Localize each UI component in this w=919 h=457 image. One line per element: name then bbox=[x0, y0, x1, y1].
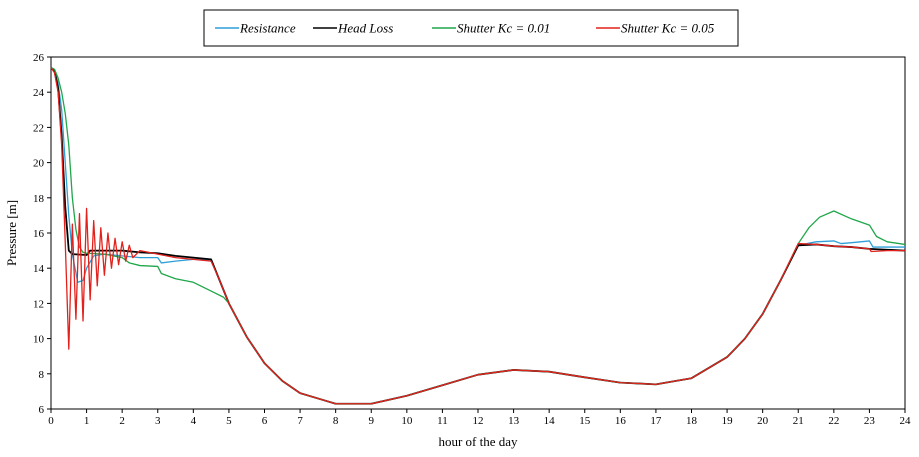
y-tick-label: 22 bbox=[33, 122, 44, 134]
x-tick-label: 16 bbox=[615, 415, 627, 427]
series-lines bbox=[50, 66, 906, 405]
y-tick-label: 16 bbox=[33, 228, 45, 240]
axis-ticks: 0 1 2 3 4 5 6 7 8 9 10 11 12 13 14 15 16 17 18 19 20 21 22 23 24… bbox=[33, 52, 911, 427]
y-tick-label: 8 bbox=[39, 369, 45, 381]
x-tick-label: 8 bbox=[333, 415, 339, 427]
x-tick-label: 20 bbox=[757, 415, 769, 427]
legend-box bbox=[203, 9, 739, 47]
legend-label-head-loss: Head Loss bbox=[337, 21, 393, 36]
x-tick-label: 19 bbox=[722, 415, 734, 427]
x-tick-label: 17 bbox=[650, 415, 662, 427]
x-tick-label: 1 bbox=[84, 415, 90, 427]
series-line-resistance bbox=[50, 67, 905, 405]
y-tick-label: 20 bbox=[33, 158, 45, 170]
y-tick-label: 18 bbox=[33, 193, 45, 205]
x-tick-label: 5 bbox=[226, 415, 232, 427]
x-tick-label: 2 bbox=[119, 415, 125, 427]
y-tick-label: 10 bbox=[33, 334, 45, 346]
x-tick-label: 24 bbox=[900, 415, 912, 427]
y-axis-label: Pressure [m] bbox=[4, 200, 19, 266]
legend-label-shutter-kc-0-05: Shutter Kc = 0.05 bbox=[621, 21, 715, 36]
series-line-shutter-kc-0-01 bbox=[50, 66, 906, 405]
x-axis-label: hour of the day bbox=[438, 434, 518, 449]
legend-label-resistance: Resistance bbox=[239, 21, 296, 36]
x-tick-label: 6 bbox=[262, 415, 268, 427]
x-tick-label: 7 bbox=[297, 415, 303, 427]
x-tick-label: 15 bbox=[579, 415, 591, 427]
x-tick-label: 4 bbox=[191, 415, 197, 427]
x-tick-label: 3 bbox=[155, 415, 161, 427]
x-tick-label: 11 bbox=[437, 415, 448, 427]
x-tick-label: 21 bbox=[793, 415, 804, 427]
x-tick-label: 13 bbox=[508, 415, 520, 427]
x-tick-label: 22 bbox=[828, 415, 839, 427]
x-tick-label: 0 bbox=[48, 415, 54, 427]
x-tick-label: 9 bbox=[369, 415, 375, 427]
x-tick-label: 18 bbox=[686, 415, 698, 427]
x-tick-label: 23 bbox=[864, 415, 876, 427]
y-tick-label: 12 bbox=[33, 298, 44, 310]
legend-label-shutter-kc-0-01: Shutter Kc = 0.01 bbox=[457, 21, 550, 36]
y-tick-label: 24 bbox=[33, 87, 45, 99]
x-tick-label: 12 bbox=[473, 415, 484, 427]
legend: Resistance Head Loss Shutter Kc = 0.01 Shut… bbox=[215, 21, 715, 36]
series-line-head-loss bbox=[50, 66, 906, 405]
x-tick-label: 10 bbox=[401, 415, 413, 427]
plot-frame bbox=[50, 56, 906, 410]
series-line-shutter-kc-0-05 bbox=[50, 67, 905, 405]
y-tick-label: 6 bbox=[39, 404, 45, 416]
x-tick-label: 14 bbox=[544, 415, 556, 427]
y-tick-label: 26 bbox=[33, 52, 45, 64]
y-tick-label: 14 bbox=[33, 263, 45, 275]
